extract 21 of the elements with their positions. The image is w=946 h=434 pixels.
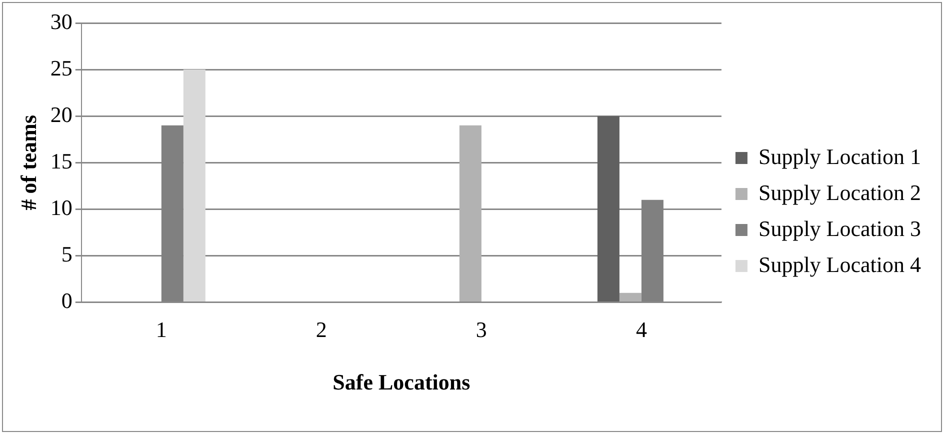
legend-label: Supply Location 3 [758,216,922,241]
legend-label: Supply Location 2 [758,180,922,205]
y-tick-label: 10 [50,194,72,220]
legend-label: Supply Location 1 [758,144,922,169]
x-tick-label: 2 [316,317,327,342]
y-tick-label: 5 [61,241,72,266]
legend-label: Supply Location 4 [758,252,922,277]
x-tick-label: 1 [156,317,167,342]
bar [597,116,620,302]
y-tick-label: 15 [50,148,72,174]
y-axis-title: # of teams [16,114,41,210]
y-tick-label: 0 [61,288,72,313]
y-tick-label: 30 [50,8,72,34]
x-tick-label: 3 [476,317,487,342]
bar [183,70,206,302]
x-axis-title: Safe Locations [332,369,471,394]
bar [619,292,642,302]
y-tick-label: 25 [50,55,72,80]
x-tick-label: 4 [636,317,647,342]
bar [459,125,482,302]
y-tick-label: 20 [50,102,72,127]
